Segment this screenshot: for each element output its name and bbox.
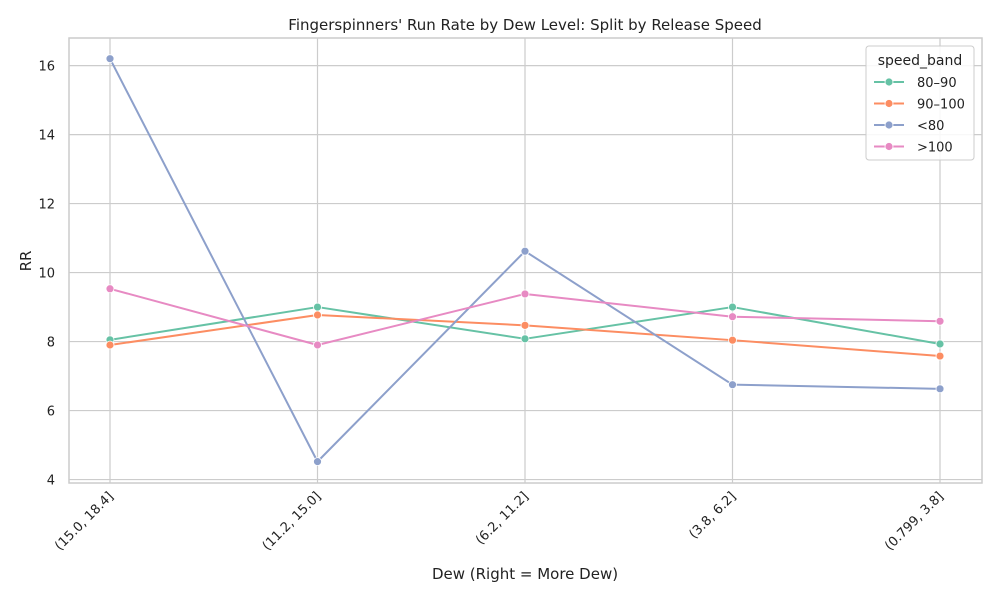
y-tick-label: 6	[47, 405, 55, 420]
data-point	[313, 302, 322, 312]
legend-item: <80	[874, 119, 944, 134]
legend-title: speed_band	[878, 53, 963, 69]
data-point	[935, 316, 945, 326]
data-point	[935, 351, 945, 361]
legend-item: 80–90	[874, 76, 957, 91]
legend-label: 90–100	[917, 98, 965, 113]
y-tick-label: 16	[38, 60, 55, 75]
series-group	[105, 302, 945, 349]
y-tick-label: 12	[38, 198, 55, 213]
legend-item: 90–100	[874, 98, 965, 113]
y-tick-label: 10	[38, 267, 55, 282]
chart-title: Fingerspinners' Run Rate by Dew Level: S…	[288, 16, 761, 34]
legend-label: >100	[917, 141, 953, 156]
data-point	[728, 312, 737, 322]
legend: speed_band 80–90 90–100 <80 >100	[865, 45, 975, 161]
x-tick-label: (11.2, 15.0]	[260, 489, 325, 554]
data-point	[520, 334, 530, 344]
data-point	[728, 335, 737, 345]
legend-marker	[884, 120, 894, 130]
data-point	[313, 310, 322, 320]
legend-label: <80	[917, 119, 944, 134]
series-layer	[105, 54, 945, 467]
x-axis-label: Dew (Right = More Dew)	[432, 565, 618, 583]
y-tick-label: 8	[47, 336, 55, 351]
data-point	[105, 340, 115, 350]
data-point	[935, 339, 945, 349]
legend-item: >100	[874, 141, 953, 156]
grid	[69, 38, 982, 483]
data-point	[728, 380, 737, 390]
legend-marker	[884, 142, 894, 151]
y-tick-label: 14	[38, 129, 55, 144]
x-tick-label: (3.8, 6.2]	[686, 489, 739, 542]
series-group	[105, 310, 945, 361]
plot-area	[68, 37, 983, 484]
data-point	[313, 340, 322, 350]
data-point	[105, 54, 115, 64]
data-point	[520, 246, 530, 256]
legend-items: 80–90 90–100 <80 >100	[874, 76, 965, 156]
legend-box	[865, 45, 975, 161]
series-group	[105, 284, 945, 350]
y-tick-label: 4	[47, 474, 55, 489]
y-axis-label: RR	[17, 251, 35, 272]
data-point	[313, 457, 322, 467]
data-point	[728, 302, 737, 312]
x-tick-label: (0.799, 3.8]	[882, 489, 947, 554]
data-point	[520, 320, 530, 330]
x-axis-ticks: (15.0, 18.4] (11.2, 15.0] (6.2, 11.2] (3.8,…	[52, 489, 947, 554]
data-point	[935, 384, 945, 394]
legend-label: 80–90	[917, 76, 957, 91]
legend-marker	[884, 99, 894, 108]
data-point	[520, 289, 530, 299]
legend-marker	[884, 77, 894, 87]
x-tick-label: (6.2, 11.2]	[473, 489, 532, 548]
y-axis-ticks: 4 6 8 10 12 14 16	[38, 60, 55, 489]
data-point	[105, 284, 115, 294]
x-tick-label: (15.0, 18.4]	[52, 489, 117, 554]
